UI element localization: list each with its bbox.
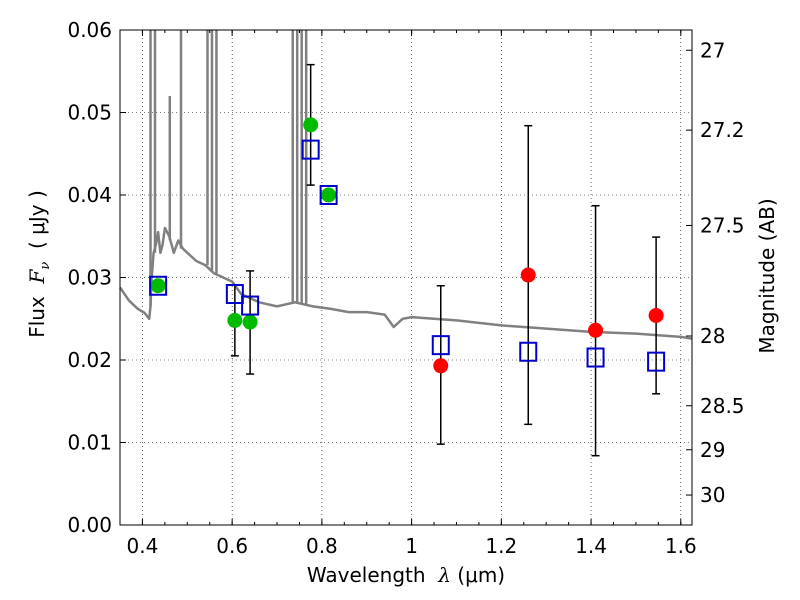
synthetic-photometry-point — [586, 347, 605, 368]
y-tick-label: 0.02 — [67, 348, 112, 372]
observed-green-point — [150, 278, 166, 294]
y2-tick-label: 27.5 — [700, 213, 745, 237]
observed-red-point — [433, 358, 449, 374]
model-spectrum-line — [118, 226, 693, 340]
observed-red-point — [520, 267, 536, 283]
errorbar-layer — [230, 63, 661, 457]
y2-tick-label: 28.5 — [700, 394, 745, 418]
y-tick-label: 0.06 — [67, 18, 112, 42]
y-tick-label: 0.03 — [67, 266, 112, 290]
observed-red-point — [588, 322, 604, 338]
x-tick-label: 0.6 — [216, 534, 248, 558]
synthetic-photometry-point — [301, 139, 320, 160]
observed-green-point — [321, 187, 337, 203]
y-tick-label: 0.04 — [67, 183, 112, 207]
y2-axis-label: Magnitude (AB) — [755, 198, 779, 353]
y2-tick-label: 28 — [700, 324, 725, 348]
observed-green-point — [242, 314, 258, 330]
x-tick-label: 1.6 — [665, 534, 697, 558]
y2-tick-label: 30 — [700, 483, 725, 507]
x-tick-label: 1.2 — [485, 534, 517, 558]
plot-frame — [119, 29, 693, 526]
grid — [120, 29, 692, 526]
y-tick-label: 0.05 — [67, 101, 112, 125]
synthetic-photometry-point — [149, 275, 168, 296]
synthetic-photometry-point — [519, 341, 538, 362]
model-spectrum-layer — [118, 30, 693, 340]
y2-tick-label: 27 — [700, 38, 725, 62]
observed-green-point — [303, 117, 319, 133]
observed-green-point — [227, 312, 243, 328]
observed-red-point — [648, 307, 664, 323]
y2-tick-label: 27.2 — [700, 118, 745, 142]
y-tick-label: 0.01 — [67, 431, 112, 455]
x-tick-label: 1 — [405, 534, 418, 558]
synthetic-photometry-point — [431, 335, 450, 356]
tick-layer: 0.4 0.6 0.8 1 1.2 1.4 1.6 0.00 0.01 0.02 0.03 0.04 0… — [67, 18, 744, 558]
synthetic-photometry-point — [225, 284, 244, 304]
synthetic-photometry-point — [319, 185, 338, 205]
synthetic-photometry-point — [647, 351, 666, 372]
x-tick-label: 1.4 — [575, 534, 607, 558]
y-axis-label: Flux Fν ( μJy ) — [25, 190, 53, 338]
x-axis-label: Wavelength λ (μm) — [307, 563, 505, 587]
synthetic-photometry-point — [241, 295, 260, 316]
x-tick-label: 0.4 — [127, 534, 159, 558]
y2-tick-label: 29 — [700, 438, 725, 462]
y-tick-label: 0.00 — [67, 513, 112, 537]
marker-layer — [149, 117, 666, 374]
x-tick-label: 0.8 — [306, 534, 338, 558]
